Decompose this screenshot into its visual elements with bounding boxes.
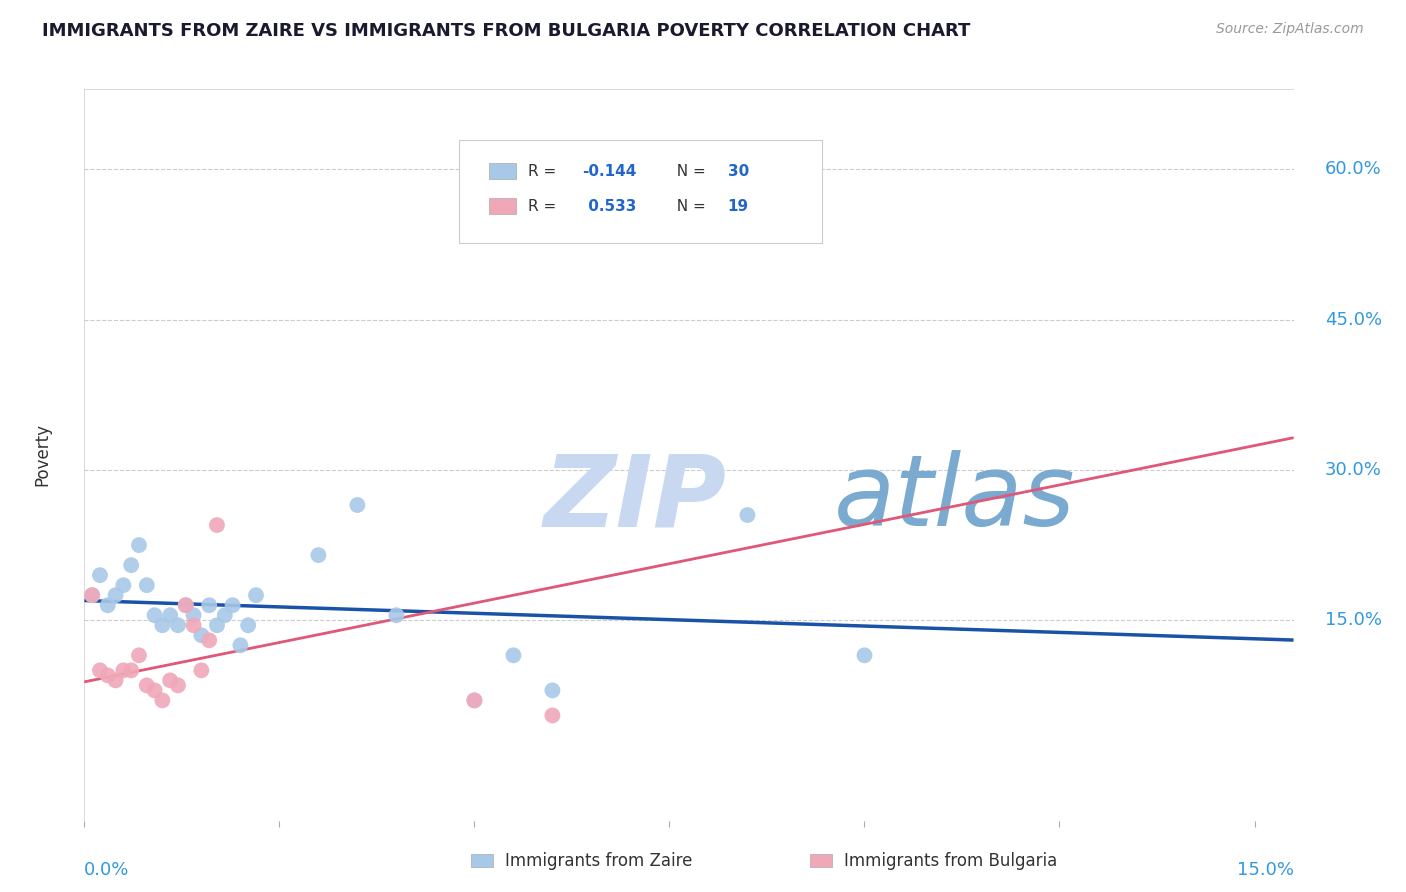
Point bbox=[150, 693, 173, 707]
Point bbox=[143, 683, 166, 698]
Text: 19: 19 bbox=[728, 199, 749, 214]
Point bbox=[135, 578, 157, 592]
Point bbox=[307, 548, 329, 562]
Text: 45.0%: 45.0% bbox=[1324, 310, 1382, 328]
Point bbox=[150, 618, 173, 632]
Text: Poverty: Poverty bbox=[32, 424, 51, 486]
FancyBboxPatch shape bbox=[460, 140, 823, 243]
Point bbox=[541, 708, 564, 723]
Text: atlas: atlas bbox=[834, 450, 1076, 548]
Text: 30.0%: 30.0% bbox=[1324, 461, 1382, 479]
Point bbox=[159, 608, 181, 623]
Point bbox=[112, 578, 135, 592]
Point bbox=[120, 558, 142, 573]
Point bbox=[205, 618, 228, 632]
Point bbox=[143, 608, 166, 623]
Point bbox=[104, 673, 127, 688]
Point bbox=[159, 673, 181, 688]
Point bbox=[346, 498, 368, 512]
Text: Source: ZipAtlas.com: Source: ZipAtlas.com bbox=[1216, 22, 1364, 37]
Point bbox=[167, 618, 190, 632]
Text: 15.0%: 15.0% bbox=[1236, 861, 1294, 879]
Point bbox=[502, 648, 524, 663]
Point bbox=[198, 598, 221, 612]
Point bbox=[541, 683, 564, 698]
Point bbox=[190, 664, 212, 678]
Text: 0.533: 0.533 bbox=[582, 199, 636, 214]
Point bbox=[135, 678, 157, 692]
Point bbox=[238, 618, 260, 632]
FancyBboxPatch shape bbox=[489, 198, 516, 214]
Point bbox=[97, 668, 120, 682]
Point bbox=[183, 618, 205, 632]
Point bbox=[174, 598, 197, 612]
Text: ZIP: ZIP bbox=[544, 450, 727, 548]
Text: Immigrants from Bulgaria: Immigrants from Bulgaria bbox=[844, 852, 1057, 870]
Text: R =: R = bbox=[529, 199, 561, 214]
Text: R =: R = bbox=[529, 163, 561, 178]
Point bbox=[97, 598, 120, 612]
FancyBboxPatch shape bbox=[489, 163, 516, 179]
Point bbox=[82, 588, 104, 602]
Point bbox=[245, 588, 267, 602]
FancyBboxPatch shape bbox=[810, 855, 831, 867]
Point bbox=[120, 664, 142, 678]
Point bbox=[128, 648, 150, 663]
Point bbox=[737, 508, 759, 522]
Point bbox=[198, 633, 221, 648]
Point bbox=[385, 608, 408, 623]
Point bbox=[89, 568, 111, 582]
Text: N =: N = bbox=[668, 163, 711, 178]
Point bbox=[463, 693, 485, 707]
Point bbox=[463, 693, 485, 707]
Point bbox=[174, 598, 197, 612]
Point bbox=[82, 588, 104, 602]
Point bbox=[104, 588, 127, 602]
Text: 60.0%: 60.0% bbox=[1324, 161, 1382, 178]
Text: 15.0%: 15.0% bbox=[1324, 611, 1382, 629]
Point bbox=[89, 664, 111, 678]
Point bbox=[214, 608, 236, 623]
Text: N =: N = bbox=[668, 199, 711, 214]
Point bbox=[183, 608, 205, 623]
Point bbox=[128, 538, 150, 552]
Text: 30: 30 bbox=[728, 163, 749, 178]
Point bbox=[229, 638, 252, 652]
Point bbox=[167, 678, 190, 692]
Point bbox=[112, 664, 135, 678]
FancyBboxPatch shape bbox=[471, 855, 494, 867]
Text: Immigrants from Zaire: Immigrants from Zaire bbox=[505, 852, 693, 870]
Point bbox=[221, 598, 243, 612]
Point bbox=[853, 648, 876, 663]
Point bbox=[205, 518, 228, 533]
Text: 0.0%: 0.0% bbox=[84, 861, 129, 879]
Text: IMMIGRANTS FROM ZAIRE VS IMMIGRANTS FROM BULGARIA POVERTY CORRELATION CHART: IMMIGRANTS FROM ZAIRE VS IMMIGRANTS FROM… bbox=[42, 22, 970, 40]
Text: -0.144: -0.144 bbox=[582, 163, 637, 178]
Point bbox=[190, 628, 212, 642]
